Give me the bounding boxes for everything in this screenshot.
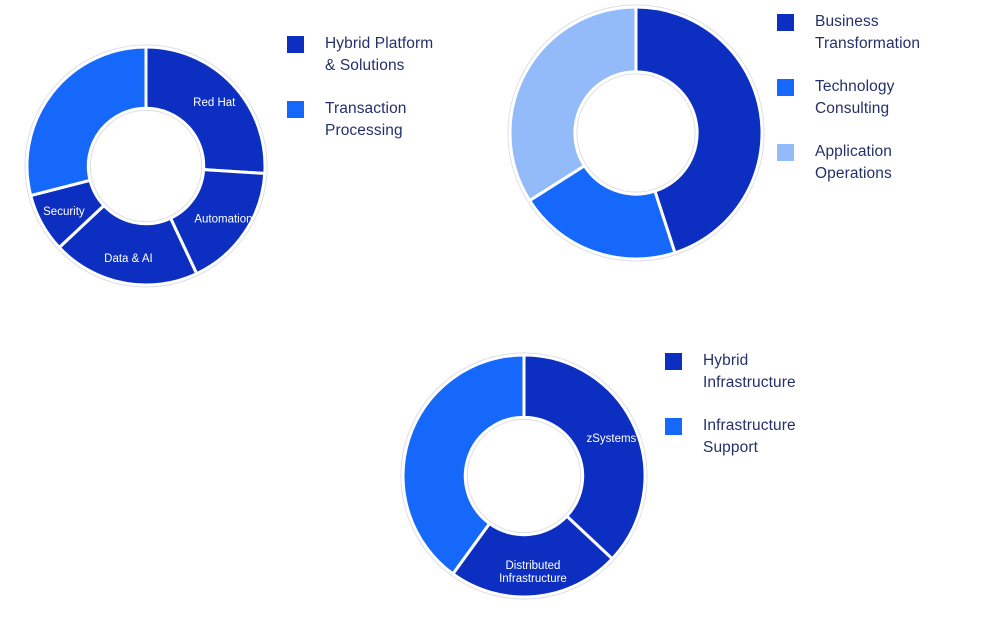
consulting-donut-chart xyxy=(507,4,765,262)
legend-item-technology-consulting: Technology Consulting xyxy=(777,76,929,120)
slice-label-data-ai: Data & AI xyxy=(104,253,153,265)
donut-slice-business-transformation xyxy=(634,5,764,255)
legend-item-hybrid-platform-solutions: Hybrid Platform & Solutions xyxy=(287,33,439,77)
legend-label: Business Transformation xyxy=(815,13,921,52)
donut-inner-rim xyxy=(466,418,582,534)
donut-outer-rim xyxy=(400,352,648,600)
infrastructure-donut-chart: zSystems Distributed Infrastructure xyxy=(400,352,648,600)
donut-slice-red-hat xyxy=(144,45,267,176)
donut-slice-distributed-infrastructure xyxy=(450,514,615,599)
consulting-chart-legend: Business Transformation Technology Consul… xyxy=(777,11,929,206)
legend-item-hybrid-infrastructure: Hybrid Infrastructure xyxy=(665,350,817,394)
legend-label: Hybrid Infrastructure xyxy=(703,352,796,391)
legend-label: Transaction Processing xyxy=(325,100,407,139)
legend-swatch-icon xyxy=(777,79,794,96)
donut-outer-rim xyxy=(24,44,268,288)
software-donut-chart: Red Hat Automation Data & AI Security xyxy=(24,44,268,288)
donut-inner-rim xyxy=(89,109,203,223)
donut-slice-technology-consulting xyxy=(527,163,677,261)
legend-item-transaction-processing: Transaction Processing xyxy=(287,98,439,142)
donut-slice-transaction-processing xyxy=(25,45,148,198)
legend-swatch-icon xyxy=(777,14,794,31)
legend-swatch-icon xyxy=(665,353,682,370)
donut-slice-application-operations xyxy=(508,5,638,203)
donut-outer-rim xyxy=(507,4,765,262)
legend-swatch-icon xyxy=(665,418,682,435)
legend-label: Infrastructure Support xyxy=(703,417,796,456)
infrastructure-chart-legend: Hybrid Infrastructure Infrastructure Supp… xyxy=(665,350,817,480)
software-chart-legend: Hybrid Platform & Solutions Transaction P… xyxy=(287,33,439,163)
legend-item-business-transformation: Business Transformation xyxy=(777,11,929,55)
slice-label-red-hat: Red Hat xyxy=(193,97,236,109)
slice-label-distributed-infrastructure: Distributed Infrastructure xyxy=(499,560,567,585)
slice-label-automation: Automation xyxy=(194,214,252,226)
legend-swatch-icon xyxy=(777,144,794,161)
donut-slice-zsystems xyxy=(522,353,647,561)
legend-swatch-icon xyxy=(287,101,304,118)
legend-item-application-operations: Application Operations xyxy=(777,141,929,185)
donut-slice-data-ai xyxy=(57,203,199,287)
donut-inner-rim xyxy=(576,73,696,193)
legend-label: Hybrid Platform & Solutions xyxy=(325,35,434,74)
legend-item-infrastructure-support: Infrastructure Support xyxy=(665,415,817,459)
slice-label-security: Security xyxy=(43,206,85,218)
slice-label-zsystems: zSystems xyxy=(586,433,636,445)
legend-label: Technology Consulting xyxy=(815,78,895,117)
donut-slice-infrastructure-support xyxy=(401,353,526,576)
legend-swatch-icon xyxy=(287,36,304,53)
legend-label: Application Operations xyxy=(815,143,892,182)
